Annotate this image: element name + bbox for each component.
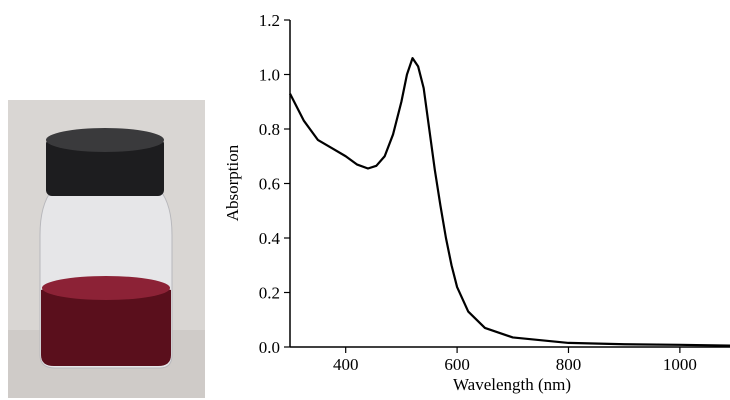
- y-tick-label: 1.0: [259, 66, 280, 85]
- x-tick-label: 1000: [663, 355, 697, 374]
- x-axis-label: Wavelength (nm): [453, 375, 571, 394]
- photo: [8, 100, 205, 398]
- y-tick-label: 0.4: [259, 229, 281, 248]
- y-tick-label: 0.6: [259, 175, 280, 194]
- y-tick-label: 0.8: [259, 120, 280, 139]
- y-tick-label: 1.2: [259, 11, 280, 30]
- x-tick-label: 600: [444, 355, 470, 374]
- x-tick-label: 400: [333, 355, 359, 374]
- line-series: [289, 57, 730, 347]
- y-axis-label: Absorption: [223, 144, 242, 221]
- y-tick-label: 0.0: [259, 338, 280, 357]
- y-tick-label: 0.2: [259, 284, 280, 303]
- x-tick-label: 800: [556, 355, 582, 374]
